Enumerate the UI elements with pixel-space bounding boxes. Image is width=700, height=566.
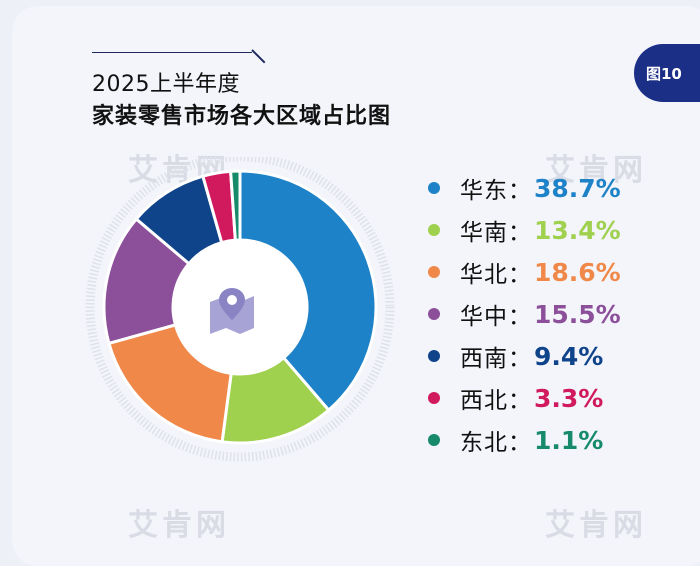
legend-label: 华北： xyxy=(460,262,532,288)
legend-color-dot xyxy=(428,392,440,404)
legend-value: 18.6% xyxy=(534,257,621,287)
legend-color-dot xyxy=(428,266,440,278)
chart-title: 家装零售市场各大区域占比图 xyxy=(92,104,392,129)
legend-item-3: 华中： 15.5% xyxy=(428,293,621,335)
legend-item-6: 东北： 1.1% xyxy=(428,419,621,461)
legend-item-2: 华北： 18.6% xyxy=(428,251,621,293)
legend-item-1: 华南： 13.4% xyxy=(428,209,621,251)
legend-value: 1.1% xyxy=(534,425,604,455)
legend-item-0: 华东： 38.7% xyxy=(428,167,621,209)
legend-color-dot xyxy=(428,182,440,194)
legend-value: 9.4% xyxy=(534,341,604,371)
legend-value: 13.4% xyxy=(534,215,621,245)
legend-color-dot xyxy=(428,434,440,446)
legend-color-dot xyxy=(428,308,440,320)
map-pin-icon xyxy=(210,288,254,334)
watermark: 艾肯网 xyxy=(545,508,647,543)
chart-legend: 华东： 38.7% 华南： 13.4% 华北： 18.6% 华中： 15.5% 西南： 9.4% 西… xyxy=(428,167,621,461)
legend-label: 华南： xyxy=(460,220,532,246)
legend-item-5: 西北： 3.3% xyxy=(428,377,621,419)
title-divider xyxy=(92,52,252,53)
outer-tick-ring-stroke xyxy=(85,157,395,462)
legend-label: 东北： xyxy=(460,430,532,456)
legend-label: 西南： xyxy=(460,346,532,372)
legend-value: 3.3% xyxy=(534,383,604,413)
legend-value: 15.5% xyxy=(534,299,621,329)
chart-subtitle: 2025上半年度 xyxy=(92,72,240,97)
watermark: 艾肯网 xyxy=(545,153,647,188)
donut-chart xyxy=(85,157,395,462)
legend-value: 38.7% xyxy=(534,173,621,203)
outer-tick-ring xyxy=(85,157,395,462)
legend-label: 华东： xyxy=(460,178,532,204)
legend-label: 西北： xyxy=(460,388,532,414)
legend-label: 华中： xyxy=(460,304,532,330)
legend-color-dot xyxy=(428,224,440,236)
watermark: 艾肯网 xyxy=(128,508,230,543)
figure-badge: 图10 xyxy=(634,44,700,102)
legend-color-dot xyxy=(428,350,440,362)
legend-item-4: 西南： 9.4% xyxy=(428,335,621,377)
